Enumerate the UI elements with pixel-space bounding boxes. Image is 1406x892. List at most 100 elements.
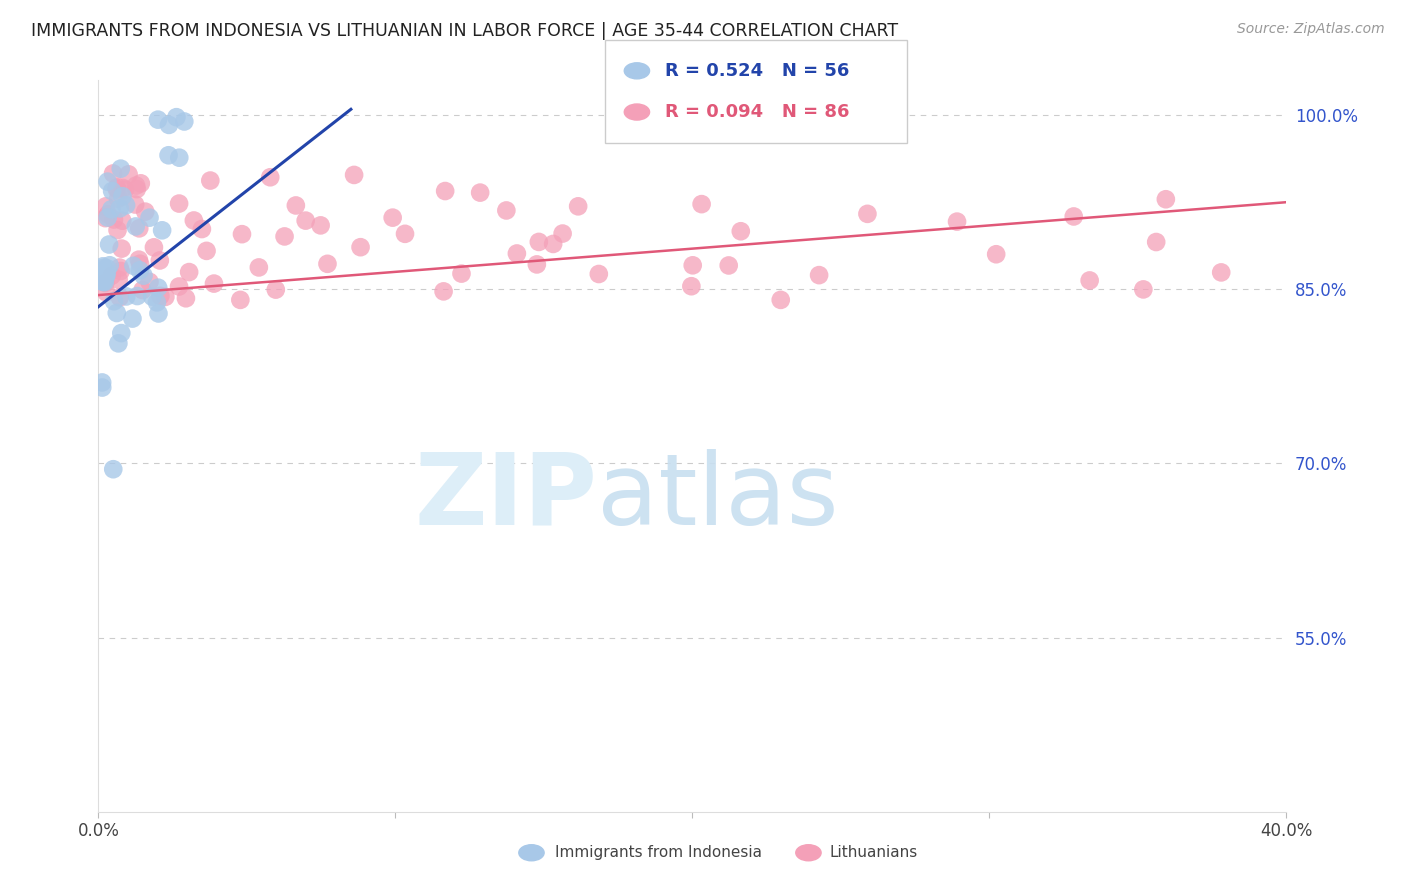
Point xyxy=(138,211,160,225)
Point xyxy=(174,291,197,305)
Text: Lithuanians: Lithuanians xyxy=(830,846,918,860)
Point xyxy=(259,170,281,185)
Point xyxy=(690,197,713,211)
Point xyxy=(150,223,173,237)
Point xyxy=(946,214,969,228)
Point xyxy=(1063,210,1085,224)
Point xyxy=(231,227,253,242)
Point xyxy=(110,264,132,278)
Point xyxy=(165,110,187,124)
Text: R = 0.524   N = 56: R = 0.524 N = 56 xyxy=(665,62,849,79)
Point xyxy=(91,265,114,279)
Text: R = 0.094   N = 86: R = 0.094 N = 86 xyxy=(665,103,849,121)
Point xyxy=(167,279,190,293)
Point xyxy=(91,264,114,278)
Point xyxy=(191,222,214,236)
Point xyxy=(124,197,146,211)
Point xyxy=(349,240,371,254)
Point xyxy=(394,227,416,241)
Point xyxy=(730,224,752,238)
Point xyxy=(93,263,115,277)
Point xyxy=(101,166,124,180)
Point xyxy=(98,237,121,252)
Point xyxy=(103,462,125,476)
Text: ZIP: ZIP xyxy=(415,449,598,546)
Point xyxy=(381,211,404,225)
Text: IMMIGRANTS FROM INDONESIA VS LITHUANIAN IN LABOR FORCE | AGE 35-44 CORRELATION C: IMMIGRANTS FROM INDONESIA VS LITHUANIAN … xyxy=(31,22,898,40)
Point xyxy=(128,221,150,235)
Point xyxy=(567,199,589,213)
Point xyxy=(114,183,136,197)
Point xyxy=(122,259,145,273)
Point xyxy=(94,199,117,213)
Point xyxy=(149,289,172,303)
Text: Source: ZipAtlas.com: Source: ZipAtlas.com xyxy=(1237,22,1385,37)
Point xyxy=(94,211,117,226)
Point xyxy=(273,229,295,244)
Point xyxy=(157,148,180,162)
Point xyxy=(470,186,492,200)
Point xyxy=(131,283,153,297)
Point xyxy=(98,258,121,272)
Point xyxy=(93,273,115,287)
Point xyxy=(294,213,316,227)
Point xyxy=(105,180,128,194)
Point xyxy=(264,283,287,297)
Point xyxy=(183,213,205,227)
Point xyxy=(229,293,252,307)
Point xyxy=(107,336,129,351)
Point xyxy=(91,260,114,275)
Point xyxy=(91,380,114,394)
Point xyxy=(149,253,172,268)
Point xyxy=(1078,273,1101,287)
Point xyxy=(527,235,550,249)
Point xyxy=(495,203,517,218)
Point xyxy=(432,285,454,299)
Point xyxy=(105,182,128,196)
Point xyxy=(146,295,169,310)
Point xyxy=(986,247,1008,261)
Point xyxy=(541,236,564,251)
Point xyxy=(808,268,831,282)
Point xyxy=(195,244,218,258)
Point xyxy=(551,227,574,241)
Point xyxy=(94,276,117,290)
Point xyxy=(681,279,703,293)
Point xyxy=(1154,192,1177,206)
Point xyxy=(125,178,148,193)
Point xyxy=(141,290,163,304)
Point xyxy=(284,198,307,212)
Point xyxy=(155,290,177,304)
Point xyxy=(129,257,152,271)
Point xyxy=(450,267,472,281)
Point xyxy=(96,268,118,283)
Point xyxy=(111,213,134,227)
Point xyxy=(110,326,132,340)
Point xyxy=(89,271,111,285)
Point xyxy=(96,266,118,280)
Point xyxy=(111,181,134,195)
Point xyxy=(588,267,610,281)
Point xyxy=(167,196,190,211)
Point xyxy=(1144,235,1167,249)
Point xyxy=(138,275,160,289)
Point xyxy=(101,184,124,198)
Point xyxy=(173,114,195,128)
Point xyxy=(132,268,155,283)
Point xyxy=(110,161,132,176)
Point xyxy=(121,311,143,326)
Point xyxy=(682,258,704,272)
Point xyxy=(200,173,222,187)
Point xyxy=(107,273,129,287)
Point xyxy=(96,285,118,300)
Point xyxy=(142,240,165,254)
Point xyxy=(856,207,879,221)
Point xyxy=(97,211,120,225)
Point xyxy=(107,192,129,206)
Point xyxy=(202,277,225,291)
Point xyxy=(97,207,120,221)
Point xyxy=(93,275,115,289)
Point xyxy=(91,268,114,283)
Point xyxy=(115,198,138,212)
Point xyxy=(128,252,150,267)
